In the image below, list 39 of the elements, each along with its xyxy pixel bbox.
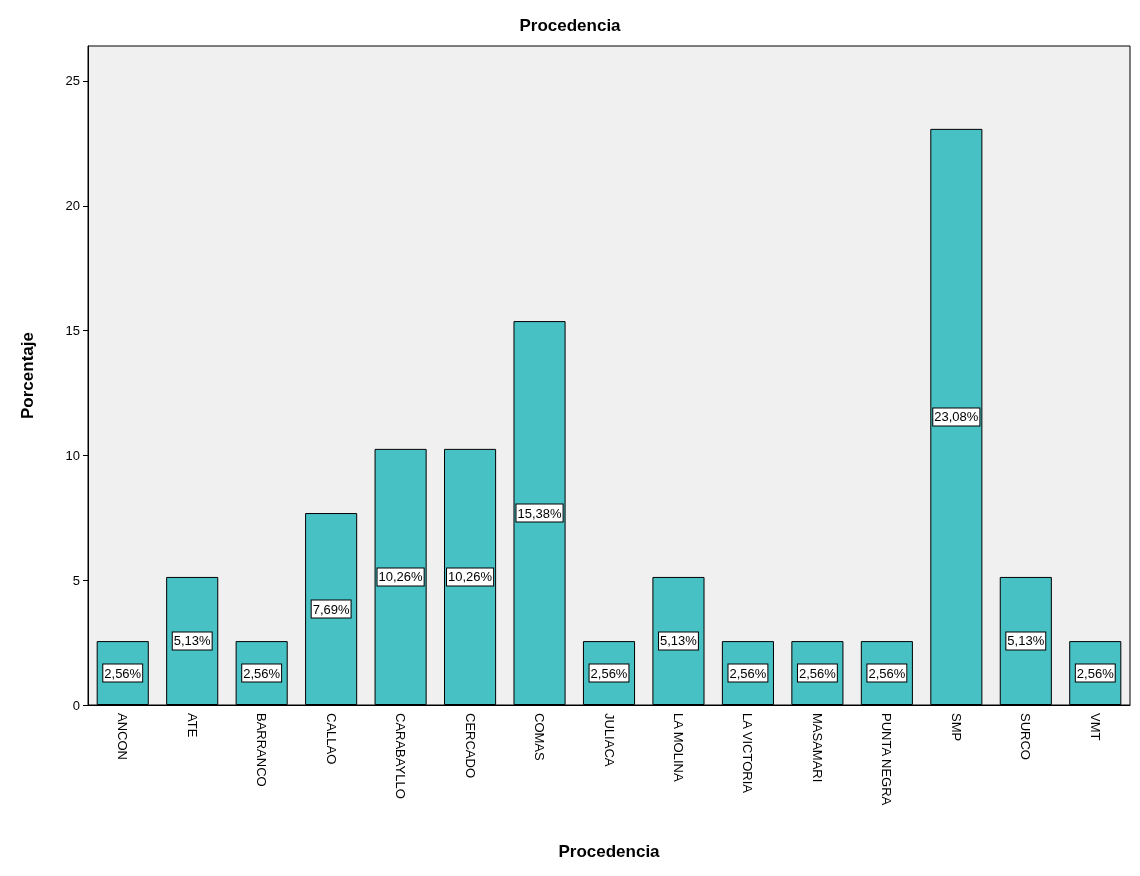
data-label: 10,26% [448,569,493,585]
data-label: 23,08% [934,409,979,425]
x-tick-label: CARABAYLLO [393,713,409,799]
data-label: 2,56% [243,665,281,681]
x-tick-label: JULIACA [601,713,617,767]
data-label: 2,56% [1076,665,1115,681]
x-axis-title: Procedencia [558,842,661,861]
x-tick-label: SMP [948,713,964,742]
data-label: 2,56% [590,665,628,681]
y-tick-label: 0 [72,697,80,713]
x-tick-label: ANCON [115,713,131,760]
data-label: 2,56% [868,665,906,681]
x-tick-label: VMT [1087,713,1103,741]
x-tick-label: SURCO [1018,713,1034,760]
data-label: 2,56% [104,665,142,681]
y-axis-title: Porcentaje [18,332,37,419]
chart-title: Procedencia [519,16,622,35]
x-tick-label: MASAMARI [809,713,825,783]
x-tick-label: BARRANCO [254,713,270,787]
data-label: 10,26% [378,569,424,585]
x-tick-label: ATE [184,713,200,738]
x-tick-label: CALLAO [323,713,339,765]
data-label: 5,13% [660,633,698,649]
data-label: 2,56% [798,665,837,681]
x-tick-label: LA VICTORIA [740,713,756,794]
x-tick-label: LA MOLINA [670,713,686,782]
x-tick-label: PUNTA NEGRA [879,713,895,806]
y-tick-label: 20 [65,198,80,214]
y-tick-label: 15 [65,323,80,339]
y-tick-label: 10 [65,447,80,463]
data-label: 5,13% [173,633,212,649]
data-label: 7,69% [312,601,350,617]
data-label: 15,38% [517,505,563,521]
x-tick-label: CERCADO [462,713,478,779]
data-label: 2,56% [729,665,767,681]
y-tick-label: 5 [72,572,80,588]
data-label: 5,13% [1007,633,1045,649]
x-tick-label: COMAS [532,713,548,761]
y-tick-label: 25 [65,73,80,89]
